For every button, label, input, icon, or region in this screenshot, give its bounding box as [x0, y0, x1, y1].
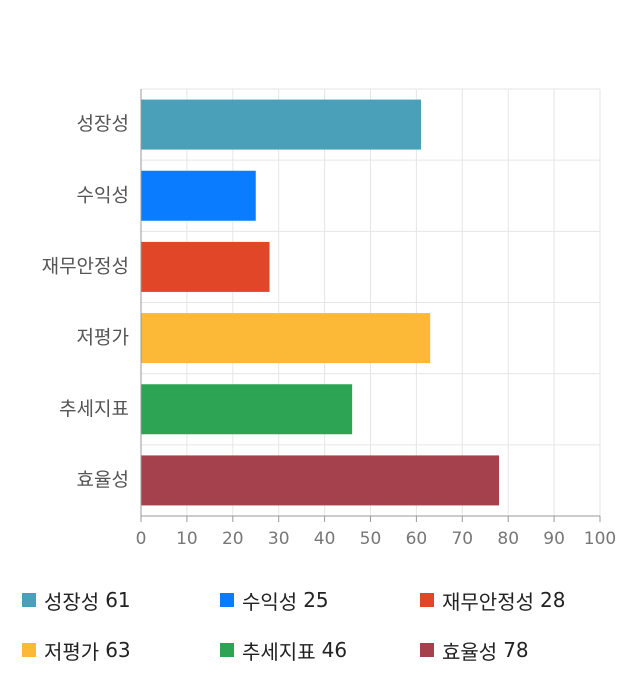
category-label: 재무안정성	[42, 255, 129, 277]
legend-label: 효율성	[442, 639, 498, 664]
legend-item: 효율성 78	[420, 638, 529, 664]
legend-label: 성장성	[44, 589, 100, 614]
legend-swatch	[220, 593, 234, 607]
bar	[141, 241, 270, 292]
legend-swatch	[22, 593, 36, 607]
x-tick-label: 60	[406, 529, 428, 549]
category-label: 추세지표	[59, 398, 129, 420]
legend-item: 추세지표 46	[220, 638, 348, 664]
legend-value: 46	[321, 638, 348, 662]
x-tick-label: 90	[543, 529, 565, 549]
legend-value: 28	[540, 588, 566, 612]
legend-swatch	[220, 643, 234, 657]
legend-item: 수익성 25	[220, 588, 329, 614]
legend-swatch	[420, 593, 434, 607]
category-label: 효율성	[77, 469, 129, 491]
x-tick-label: 20	[222, 529, 244, 549]
legend-item: 성장성 61	[22, 588, 131, 614]
legend-label: 수익성	[242, 589, 298, 614]
legend-value: 61	[105, 588, 131, 612]
tick-labels: 0 10 20 30 40 50 60 70 80 90 100	[136, 529, 617, 549]
x-tick-label: 30	[268, 529, 290, 549]
bar	[141, 455, 500, 506]
x-tick-label: 0	[136, 529, 147, 549]
bar	[141, 99, 421, 150]
x-tick-label: 50	[360, 529, 382, 549]
axes	[140, 89, 601, 522]
x-tick-label: 100	[584, 529, 616, 549]
category-label: 저평가	[77, 327, 129, 349]
bar	[141, 384, 353, 435]
legend-label: 저평가	[44, 639, 100, 664]
legend-swatch	[22, 643, 36, 657]
legend-value: 63	[105, 638, 131, 662]
bar	[141, 170, 256, 221]
legend-swatch	[420, 643, 434, 657]
x-tick-label: 40	[314, 529, 336, 549]
legend-item: 재무안정성 28	[420, 588, 566, 614]
legend-item: 저평가 63	[22, 638, 131, 664]
x-tick-label: 10	[176, 529, 198, 549]
legend-label: 추세지표	[242, 639, 316, 664]
category-label: 수익성	[77, 184, 129, 206]
x-tick-label: 70	[451, 529, 473, 549]
grid-lines	[140, 88, 601, 517]
legend-value: 25	[303, 588, 329, 612]
category-label: 성장성	[77, 113, 129, 135]
bar	[141, 313, 431, 364]
legend-label: 재무안정성	[442, 589, 534, 614]
bars	[141, 99, 500, 506]
legend-value: 78	[503, 638, 529, 662]
x-tick-label: 80	[497, 529, 519, 549]
